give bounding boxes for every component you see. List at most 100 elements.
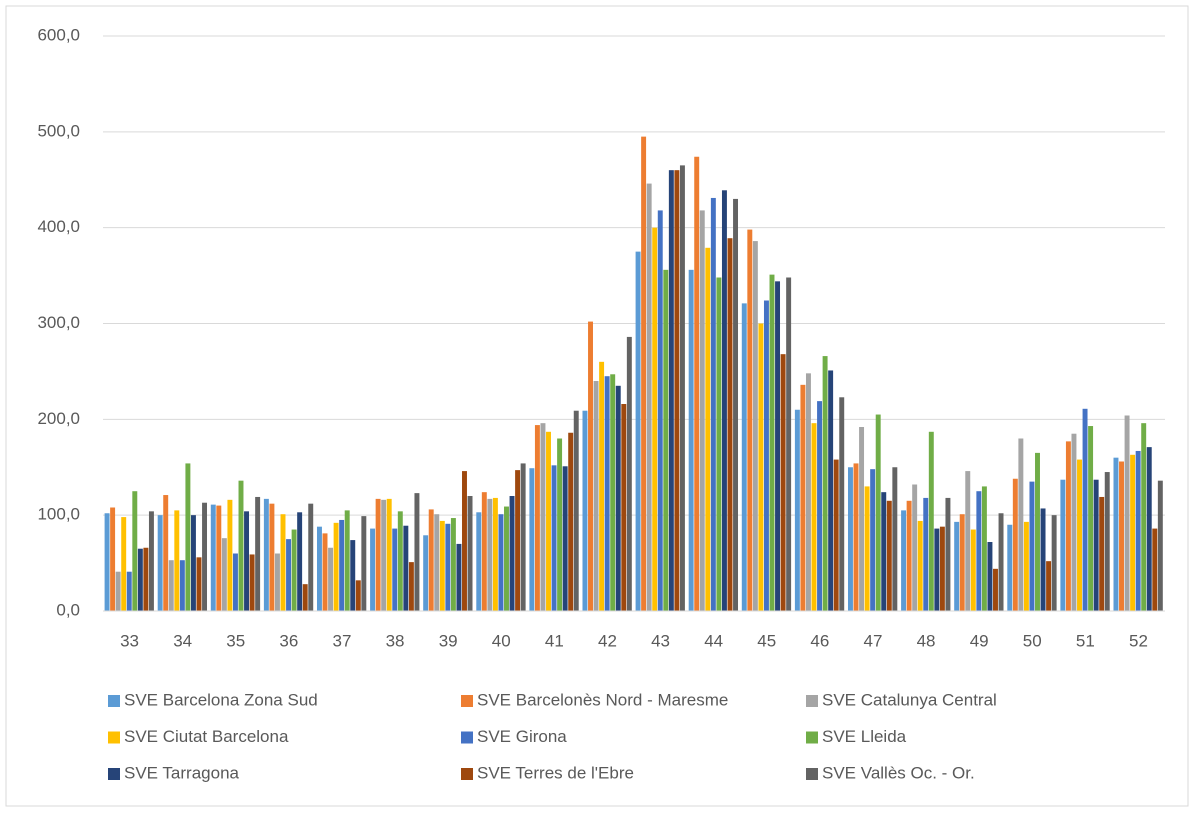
legend-swatch [461,768,473,780]
bar [476,512,482,611]
bar [439,520,445,611]
bar [833,459,839,611]
bar [1051,515,1057,611]
bar [828,370,834,611]
bar [741,303,747,611]
bar [710,197,716,612]
bar [498,514,504,611]
y-tick-label: 500,0 [37,121,80,140]
bar [615,385,621,611]
bar [864,486,870,611]
bar [492,497,498,611]
bar [504,506,509,611]
bar [794,409,800,611]
bar [210,504,216,611]
bar [610,374,616,611]
bar [163,495,169,611]
bar [557,438,563,611]
bar [126,571,132,611]
bar [817,401,823,611]
y-tick-label: 300,0 [37,313,80,332]
x-tick-label: 45 [757,631,776,650]
bar [1157,480,1163,611]
bar [1018,438,1024,611]
bar [462,471,467,611]
bar [705,247,711,611]
bar [652,227,658,611]
bar [679,165,685,611]
bar [509,496,515,611]
bar [370,528,376,611]
y-tick-label: 600,0 [37,25,80,44]
x-tick-label: 46 [810,631,829,650]
bar [322,533,328,611]
bar [361,516,367,611]
bar [805,373,811,611]
bar [970,529,976,611]
bar [892,467,898,611]
bar [333,522,339,611]
bar [822,356,828,611]
bar [339,519,345,611]
x-tick-label: 42 [598,631,617,650]
legend-label: SVE Barcelona Zona Sud [124,690,318,709]
bar [870,469,876,611]
bar [573,410,579,611]
bar [694,156,700,611]
x-tick-label: 40 [492,631,511,650]
bar [551,465,557,611]
bar [423,535,429,611]
x-tick-label: 35 [226,631,245,650]
bar [786,277,792,611]
bar [1152,528,1158,611]
bar [987,542,993,611]
bar [434,514,440,611]
bar [1065,441,1071,611]
bar [917,520,923,611]
x-tick-label: 47 [863,631,882,650]
bar [1119,461,1124,611]
bar [599,361,605,611]
bar [196,557,202,611]
bar [775,281,781,611]
bar [582,410,588,611]
bar [1012,478,1018,611]
bar [1135,450,1141,611]
bar [1099,496,1105,611]
bar [355,580,361,611]
bar [221,538,227,611]
legend-label: SVE Terres de l'Ebre [477,763,634,782]
y-tick-label: 400,0 [37,217,80,236]
legend-swatch [806,695,818,707]
bar [297,512,303,611]
x-tick-label: 36 [279,631,298,650]
bar [727,238,733,612]
x-tick-label: 41 [545,631,564,650]
bar [886,500,892,611]
bar [752,241,758,612]
bar [534,425,540,611]
y-tick-label: 100,0 [37,505,80,524]
bar [148,511,154,611]
bar [185,463,191,611]
bar [456,543,462,611]
bar [859,427,865,611]
bar [562,466,568,611]
bar [328,547,334,611]
bar [811,423,817,611]
bar [546,431,551,611]
bar [1046,561,1052,611]
bar [244,511,250,611]
bar [593,381,599,611]
bar [121,517,127,611]
bar [1130,454,1136,611]
bar [202,502,208,611]
legend-label: SVE Lleida [822,727,907,746]
legend-label: SVE Ciutat Barcelona [124,727,289,746]
x-tick-label: 51 [1076,631,1095,650]
bar [157,515,163,611]
bar [657,210,663,611]
bar [847,467,853,611]
bar [945,497,951,611]
